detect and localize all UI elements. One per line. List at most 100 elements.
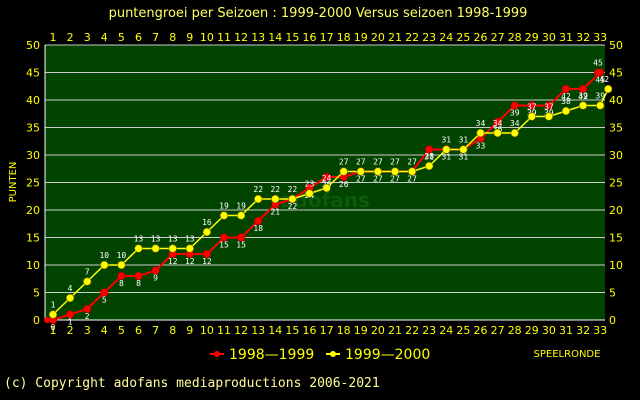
data-label: 22 xyxy=(288,202,298,211)
data-point xyxy=(237,233,246,242)
x-tick-label-top: 28 xyxy=(508,31,522,44)
x-tick-label-top: 8 xyxy=(169,31,176,44)
x-tick-label-bottom: 24 xyxy=(439,324,453,337)
x-tick-label-bottom: 23 xyxy=(422,324,436,337)
x-tick-label-top: 25 xyxy=(456,31,470,44)
x-tick-label-bottom: 11 xyxy=(217,324,231,337)
data-point xyxy=(168,244,177,253)
x-tick-label-top: 2 xyxy=(67,31,74,44)
x-tick-label-bottom: 15 xyxy=(285,324,299,337)
x-tick-label-bottom: 14 xyxy=(268,324,282,337)
data-point xyxy=(151,244,160,253)
data-point xyxy=(527,101,536,110)
data-label: 37 xyxy=(527,103,537,112)
y-tick-label-right: 15 xyxy=(609,232,623,245)
data-label: 42 xyxy=(578,92,588,101)
x-tick-label-top: 16 xyxy=(303,31,317,44)
data-label: 27 xyxy=(390,175,400,184)
data-point xyxy=(83,304,92,314)
data-label: 27 xyxy=(390,158,400,167)
x-tick-label-bottom: 7 xyxy=(152,324,159,337)
x-tick-label-bottom: 26 xyxy=(474,324,488,337)
data-label: 13 xyxy=(185,235,195,244)
x-tick-label-top: 22 xyxy=(405,31,419,44)
end-marker-left xyxy=(44,317,50,323)
data-point xyxy=(356,167,365,176)
x-tick-label-top: 3 xyxy=(84,31,91,44)
data-label: 31 xyxy=(441,153,451,162)
data-label: 42 xyxy=(561,92,571,101)
data-label: 31 xyxy=(441,136,451,145)
data-label: 31 xyxy=(459,136,469,145)
data-label: 8 xyxy=(119,279,124,288)
x-axis-label: SPEELRONDE xyxy=(534,349,601,360)
data-point xyxy=(390,167,400,176)
data-label: 9 xyxy=(153,274,158,283)
data-label: 24 xyxy=(322,174,332,183)
x-tick-label-top: 30 xyxy=(542,31,556,44)
data-label: 31 xyxy=(459,153,469,162)
x-tick-label-top: 31 xyxy=(559,31,573,44)
y-tick-label-left: 0 xyxy=(33,314,40,327)
x-tick-label-top: 10 xyxy=(200,31,214,44)
data-point xyxy=(219,233,229,242)
data-label: 27 xyxy=(373,158,383,167)
y-tick-label-left: 30 xyxy=(26,149,40,162)
y-tick-label-right: 45 xyxy=(609,67,623,80)
data-label: 15 xyxy=(219,241,229,250)
data-label: 21 xyxy=(270,208,280,217)
y-tick-label-right: 35 xyxy=(609,122,623,135)
legend-label-2: 1999—2000 xyxy=(345,347,430,363)
x-tick-label-bottom: 8 xyxy=(169,324,176,337)
x-tick-label-bottom: 32 xyxy=(576,324,590,337)
data-point xyxy=(219,211,229,220)
data-point xyxy=(527,112,536,121)
data-label: 42 xyxy=(599,75,609,84)
x-tick-label-top: 13 xyxy=(251,31,265,44)
data-label: 39 xyxy=(595,92,605,101)
data-label: 33 xyxy=(476,142,486,151)
data-point xyxy=(476,128,485,138)
x-tick-label-bottom: 18 xyxy=(337,324,351,337)
y-axis-label: PUNTEN xyxy=(8,162,19,203)
y-tick-label-left: 50 xyxy=(26,39,40,52)
data-point xyxy=(339,167,348,176)
x-tick-label-bottom: 6 xyxy=(135,324,142,337)
data-label: 39 xyxy=(578,92,588,101)
end-marker-right-label: 45 xyxy=(593,59,603,68)
x-tick-label-top: 33 xyxy=(593,31,607,44)
data-point xyxy=(288,194,297,204)
data-point xyxy=(544,101,554,110)
data-label: 7 xyxy=(85,268,90,277)
x-tick-label-bottom: 27 xyxy=(491,324,505,337)
data-point xyxy=(322,172,331,182)
data-label: 27 xyxy=(373,175,383,184)
x-tick-label-bottom: 31 xyxy=(559,324,573,337)
data-label: 5 xyxy=(102,296,107,305)
y-tick-label-right: 25 xyxy=(609,177,623,190)
data-label: 1 xyxy=(68,318,73,327)
legend-marker-1 xyxy=(214,351,220,357)
x-tick-label-top: 12 xyxy=(234,31,248,44)
data-label: 22 xyxy=(288,185,298,194)
legend-label-1: 1998—1999 xyxy=(229,347,314,363)
data-label: 19 xyxy=(219,202,229,211)
y-tick-label-right: 50 xyxy=(609,39,623,52)
data-label: 12 xyxy=(168,257,178,266)
x-tick-label-bottom: 28 xyxy=(508,324,522,337)
data-label: 45 xyxy=(595,76,605,85)
y-tick-label-left: 15 xyxy=(26,232,40,245)
data-label: 10 xyxy=(117,251,127,260)
copyright-text: (c) Copyright adofans mediaproductions 2… xyxy=(4,376,380,391)
y-tick-label-right: 5 xyxy=(609,287,616,300)
data-point xyxy=(237,211,246,220)
x-tick-label-top: 27 xyxy=(491,31,505,44)
x-tick-label-top: 9 xyxy=(186,31,193,44)
data-point xyxy=(510,128,519,138)
data-point xyxy=(561,106,571,116)
data-label: 27 xyxy=(356,158,366,167)
x-tick-label-top: 11 xyxy=(217,31,231,44)
data-point xyxy=(596,101,605,110)
x-tick-label-top: 20 xyxy=(371,31,385,44)
data-point xyxy=(134,271,143,281)
